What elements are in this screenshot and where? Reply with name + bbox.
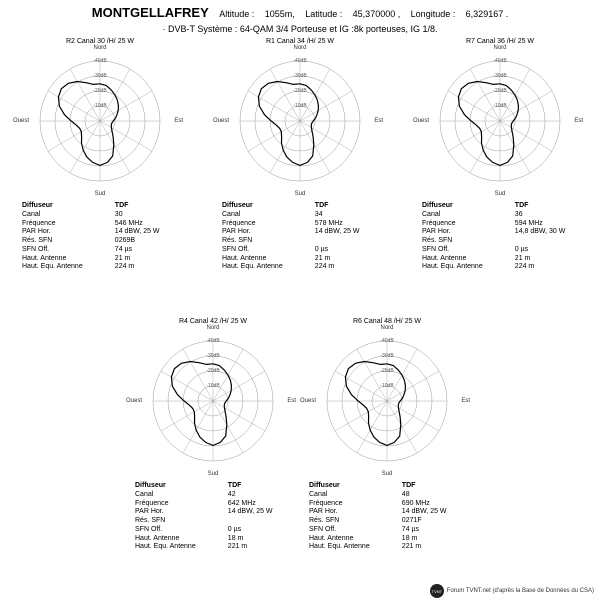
ring-label: -20dB [206, 368, 219, 374]
east-label: Est [287, 398, 296, 404]
row-2: R4 Canal 42 /H/ 25 W Nord Sud Est Ouest … [0, 316, 600, 596]
cell-title: R7 Canal 36 /H/ 25 W [466, 38, 534, 45]
cell-title: R1 Canal 34 /H/ 25 W [266, 38, 334, 45]
east-label: Est [461, 398, 470, 404]
ring-label: -30dB [380, 353, 393, 359]
cell-0: R2 Canal 30 /H/ 25 W Nord Sud Est Ouest … [0, 36, 200, 316]
north-label: Nord [380, 325, 393, 331]
ring-label: -30dB [206, 353, 219, 359]
west-label: Ouest [13, 118, 29, 124]
param-table: DiffuseurTDF Canal30 Fréquence546 MHz PA… [20, 202, 180, 272]
cell-4: R6 Canal 48 /H/ 25 W Nord Sud Est Ouest … [305, 316, 469, 596]
polar-chart: Nord Sud Est Ouest -10dB-20dB-30dB-40dB [225, 46, 375, 196]
ring-label: -40dB [380, 338, 393, 344]
ring-label: -30dB [493, 73, 506, 79]
station-title: MONTGELLAFREY [92, 5, 209, 20]
cell-title: R6 Canal 48 /H/ 25 W [353, 318, 421, 325]
altitude-label: Altitude : [219, 9, 254, 19]
cell-title: R2 Canal 30 /H/ 25 W [66, 38, 134, 45]
cell-3: R4 Canal 42 /H/ 25 W Nord Sud Est Ouest … [131, 316, 295, 596]
south-label: Sud [382, 471, 393, 477]
west-label: Ouest [300, 398, 316, 404]
north-label: Nord [206, 325, 219, 331]
ring-label: -20dB [380, 368, 393, 374]
polar-chart: Nord Sud Est Ouest -10dB-20dB-30dB-40dB [25, 46, 175, 196]
ring-label: -10dB [380, 383, 393, 389]
ring-label: -30dB [293, 73, 306, 79]
longitude-label: Longitude : [411, 9, 456, 19]
north-label: Nord [93, 45, 106, 51]
subheader: · DVB-T Système : 64-QAM 3/4 Porteuse et… [0, 24, 600, 36]
south-label: Sud [495, 191, 506, 197]
south-label: Sud [95, 191, 106, 197]
ring-label: -20dB [493, 88, 506, 94]
param-table: DiffuseurTDF Canal42 Fréquence642 MHz PA… [133, 482, 293, 552]
ring-label: -10dB [93, 103, 106, 109]
logo-icon: TVNT [430, 584, 444, 598]
ring-label: -20dB [293, 88, 306, 94]
west-label: Ouest [413, 118, 429, 124]
north-label: Nord [293, 45, 306, 51]
ring-label: -30dB [93, 73, 106, 79]
cell-2: R7 Canal 36 /H/ 25 W Nord Sud Est Ouest … [400, 36, 600, 316]
ring-label: -10dB [206, 383, 219, 389]
polar-chart: Nord Sud Est Ouest -10dB-20dB-30dB-40dB [312, 326, 462, 476]
east-label: Est [174, 118, 183, 124]
ring-label: -40dB [93, 58, 106, 64]
west-label: Ouest [213, 118, 229, 124]
south-label: Sud [295, 191, 306, 197]
param-table: DiffuseurTDF Canal34 Fréquence578 MHz PA… [220, 202, 380, 272]
param-table: DiffuseurTDF Canal48 Fréquence690 MHz PA… [307, 482, 467, 552]
west-label: Ouest [126, 398, 142, 404]
cell-1: R1 Canal 34 /H/ 25 W Nord Sud Est Ouest … [200, 36, 400, 316]
param-table: DiffuseurTDF Canal36 Fréquence594 MHz PA… [420, 202, 580, 272]
ring-label: -10dB [293, 103, 306, 109]
ring-label: -40dB [293, 58, 306, 64]
east-label: Est [374, 118, 383, 124]
ring-label: -10dB [493, 103, 506, 109]
latitude-value: 45,370000 , [353, 9, 401, 19]
south-label: Sud [208, 471, 219, 477]
footer: TVNT Forum TVNT.net (d'après la Base de … [430, 584, 594, 598]
polar-chart: Nord Sud Est Ouest -10dB-20dB-30dB-40dB [138, 326, 288, 476]
longitude-value: 6,329167 . [466, 9, 509, 19]
polar-chart: Nord Sud Est Ouest -10dB-20dB-30dB-40dB [425, 46, 575, 196]
north-label: Nord [493, 45, 506, 51]
ring-label: -40dB [493, 58, 506, 64]
latitude-label: Latitude : [305, 9, 342, 19]
east-label: Est [574, 118, 583, 124]
footer-text: Forum TVNT.net (d'après la Base de Donné… [447, 588, 594, 594]
chart-grid: R2 Canal 30 /H/ 25 W Nord Sud Est Ouest … [0, 36, 600, 596]
altitude-value: 1055m, [265, 9, 295, 19]
ring-label: -20dB [93, 88, 106, 94]
cell-title: R4 Canal 42 /H/ 25 W [179, 318, 247, 325]
ring-label: -40dB [206, 338, 219, 344]
header-line: MONTGELLAFREY Altitude : 1055m, Latitude… [0, 0, 600, 24]
